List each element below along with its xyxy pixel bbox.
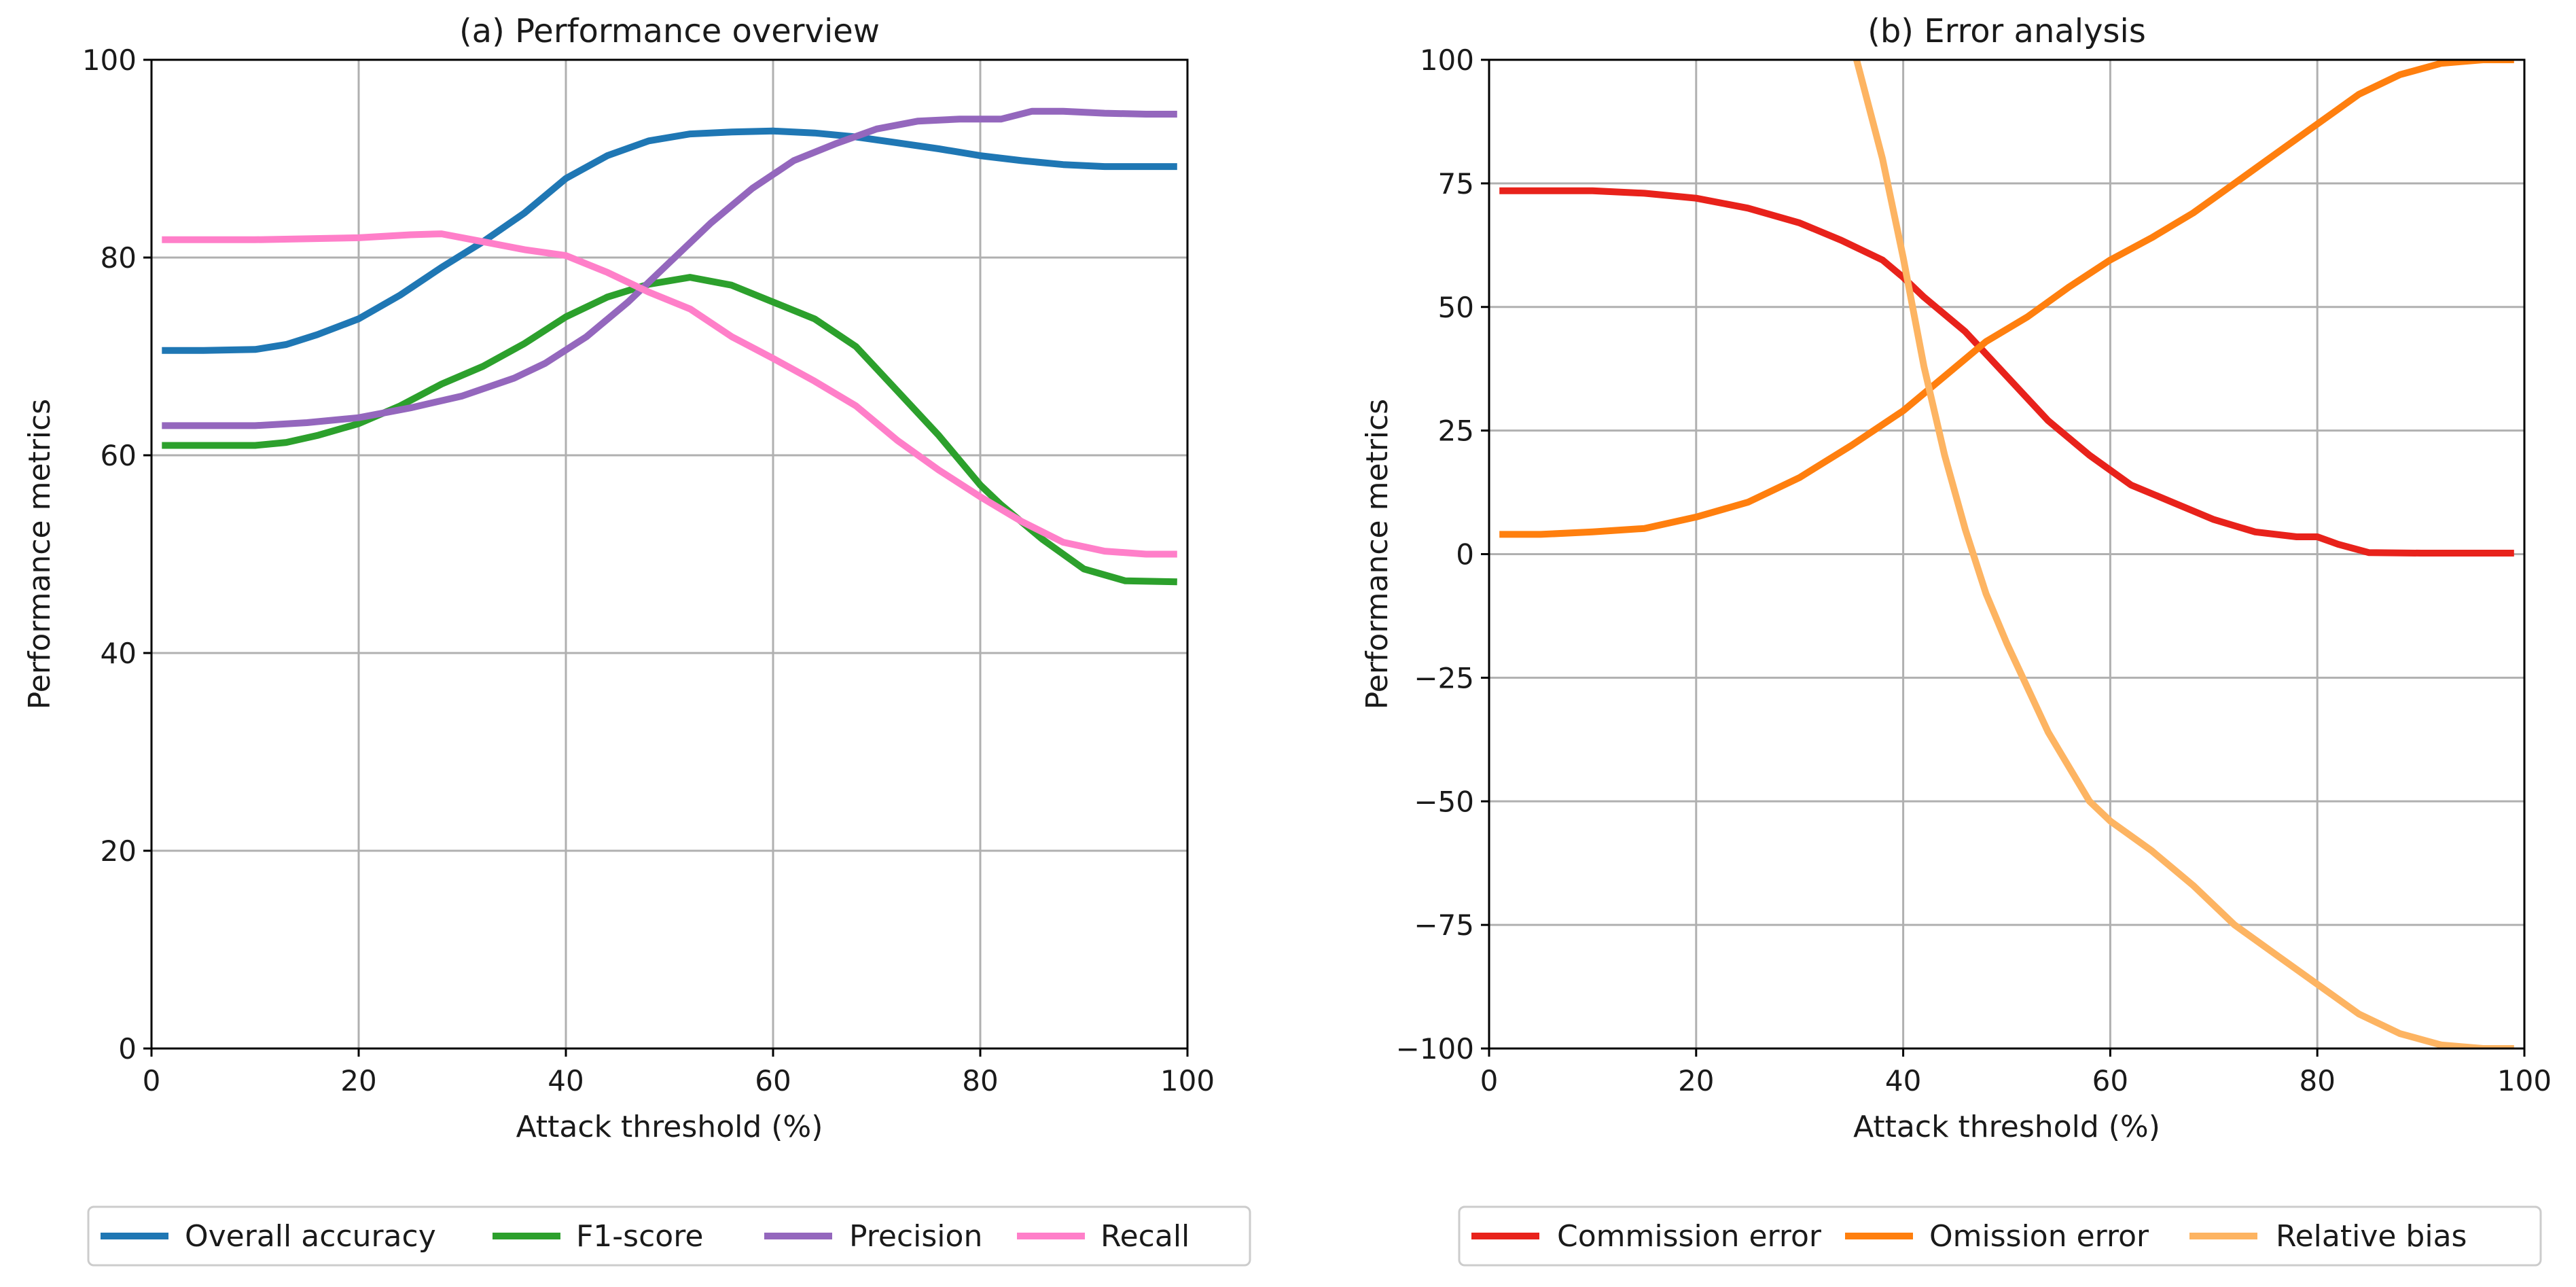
y-axis-label: Performance metrics xyxy=(22,399,57,709)
series-line-precision xyxy=(162,107,1177,429)
legend-label-relative-bias: Relative bias xyxy=(2276,1219,2467,1254)
x-axis-label: Attack threshold (%) xyxy=(516,1110,823,1144)
y-tick-label: 25 xyxy=(1438,415,1474,448)
x-tick-label: 0 xyxy=(1480,1064,1499,1097)
x-tick-label: 20 xyxy=(340,1064,376,1097)
legend-label-f1-score: F1-score xyxy=(576,1219,703,1254)
series-line-recall xyxy=(162,230,1177,558)
legend-label-recall: Recall xyxy=(1101,1219,1189,1254)
x-tick-label: 80 xyxy=(2299,1064,2335,1097)
chart-performance-overview: 0 20 40 60 80 100 0 20 40 60 80 100 (a) Performance … xyxy=(22,12,1251,1267)
y-tick-label: 40 xyxy=(101,637,137,670)
legend-box xyxy=(1458,1205,2542,1267)
y-tick-label: 75 xyxy=(1438,167,1474,200)
plot-frame xyxy=(150,58,1189,1050)
chart-title: (b) Error analysis xyxy=(1867,12,2146,50)
legend-label-overall-accuracy: Overall accuracy xyxy=(185,1219,436,1254)
legend-box xyxy=(87,1205,1251,1267)
series-line-f1-score xyxy=(162,274,1177,586)
x-tick-label: 60 xyxy=(2092,1064,2128,1097)
x-tick-label: 60 xyxy=(755,1064,791,1097)
x-tick-label: 100 xyxy=(1160,1064,1215,1097)
legend-label-precision: Precision xyxy=(849,1219,982,1254)
y-tick-label: 60 xyxy=(101,439,137,472)
x-tick-label: 20 xyxy=(1678,1064,1714,1097)
series-line-omission-error xyxy=(1499,60,2514,538)
y-tick-label: −100 xyxy=(1396,1032,1474,1065)
y-axis-label: Performance metrics xyxy=(1360,399,1395,709)
chart-error-analysis: 0 20 40 60 80 100 −100 −75 −50 −25 0 25 50 75 100 (b) E… xyxy=(1360,12,2552,1267)
series-line-commission-error xyxy=(1499,187,2514,557)
chart-title: (a) Performance overview xyxy=(459,12,880,50)
y-tick-label: 20 xyxy=(101,834,137,868)
legend: Commission error Omission error Relative b… xyxy=(1458,1205,2542,1267)
legend-label-omission-error: Omission error xyxy=(1929,1219,2149,1254)
y-tick-label: −75 xyxy=(1414,909,1474,942)
y-tick-label: 50 xyxy=(1438,291,1474,324)
x-tick-label: 100 xyxy=(2497,1064,2552,1097)
x-tick-label: 0 xyxy=(143,1064,161,1097)
legend: Overall accuracy F1-score Precision Recall xyxy=(87,1205,1251,1267)
y-tick-label: 80 xyxy=(101,241,137,275)
series-line-overall-accuracy xyxy=(162,127,1177,354)
x-tick-label: 80 xyxy=(962,1064,998,1097)
y-tick-label: 0 xyxy=(1456,538,1474,571)
x-tick-label: 40 xyxy=(548,1064,584,1097)
series-line-relative-bias xyxy=(1853,60,2514,1048)
x-tick-label: 40 xyxy=(1885,1064,1921,1097)
legend-label-commission-error: Commission error xyxy=(1557,1219,1822,1254)
y-tick-label: 100 xyxy=(1420,43,1474,77)
x-axis-label: Attack threshold (%) xyxy=(1853,1110,2160,1144)
y-tick-label: −25 xyxy=(1414,661,1474,694)
y-tick-label: 0 xyxy=(118,1032,137,1065)
y-tick-label: 100 xyxy=(82,43,137,77)
y-tick-label: −50 xyxy=(1414,785,1474,818)
